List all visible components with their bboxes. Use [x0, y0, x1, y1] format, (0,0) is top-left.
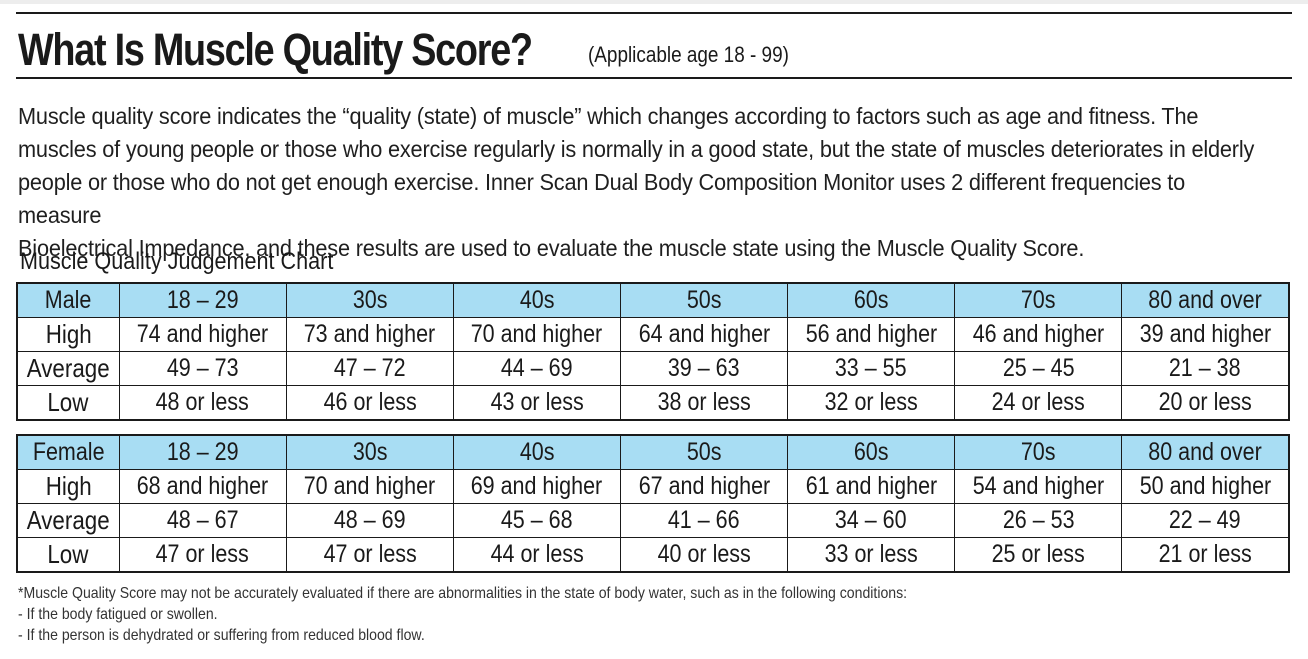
table-cell: 40 or less: [619, 537, 789, 573]
intro-line: Muscle quality score indicates the “qual…: [18, 103, 1199, 129]
intro-paragraph: Muscle quality score indicates the “qual…: [18, 100, 1265, 265]
table-cell: 68 and higher: [118, 469, 287, 504]
table-cell: 50 and higher: [1121, 469, 1291, 504]
table-cell: 39 – 63: [619, 351, 789, 386]
table-row: Average 48 – 67 48 – 69 45 – 68 41 – 66 …: [16, 503, 1291, 538]
table-cell: 73 and higher: [285, 317, 454, 352]
table-cell: 21 or less: [1121, 537, 1291, 573]
row-label: High: [16, 469, 120, 504]
age-header: 40s: [452, 282, 621, 318]
row-label: Average: [16, 351, 120, 386]
table-cell: 44 or less: [452, 537, 621, 573]
age-header: 50s: [619, 434, 789, 470]
table-cell: 22 – 49: [1121, 503, 1291, 538]
table-cell: 54 and higher: [954, 469, 1123, 504]
table-row: Low 48 or less 46 or less 43 or less 38 …: [16, 385, 1291, 421]
table-cell: 33 – 55: [787, 351, 956, 386]
table-cell: 48 – 69: [285, 503, 454, 538]
intro-line: Bioelectrical Impedance, and these resul…: [18, 235, 1085, 261]
table-row: Average 49 – 73 47 – 72 44 – 69 39 – 63 …: [16, 351, 1291, 386]
table-cell: 48 – 67: [118, 503, 287, 538]
footnote-line: - If the body fatigued or swollen.: [18, 606, 218, 623]
age-header: 70s: [954, 282, 1123, 318]
table-cell: 25 or less: [954, 537, 1123, 573]
table-cell: 47 or less: [285, 537, 454, 573]
table-cell: 64 and higher: [619, 317, 789, 352]
footnote: *Muscle Quality Score may not be accurat…: [18, 583, 1250, 646]
age-header: 30s: [285, 434, 454, 470]
row-label: Average: [16, 503, 120, 538]
row-label: Low: [16, 537, 120, 573]
age-header: 70s: [954, 434, 1123, 470]
table-cell: 45 – 68: [452, 503, 621, 538]
table-cell: 69 and higher: [452, 469, 621, 504]
table-cell: 44 – 69: [452, 351, 621, 386]
table-cell: 49 – 73: [118, 351, 287, 386]
footnote-line: *Muscle Quality Score may not be accurat…: [18, 585, 908, 602]
table-cell: 41 – 66: [619, 503, 789, 538]
age-header: 40s: [452, 434, 621, 470]
table-cell: 47 or less: [118, 537, 287, 573]
table-row: High 68 and higher 70 and higher 69 and …: [16, 469, 1291, 504]
table-cell: 33 or less: [787, 537, 956, 573]
table-header-row: Male 18 – 29 30s 40s 50s 60s 70s 80 and …: [16, 282, 1291, 318]
sex-header: Female: [16, 434, 120, 470]
title-row: What Is Muscle Quality Score? (Applicabl…: [18, 22, 1292, 78]
sex-header: Male: [16, 282, 120, 318]
age-header: 50s: [619, 282, 789, 318]
page-subtitle: (Applicable age 18 - 99): [588, 42, 789, 67]
table-cell: 25 – 45: [954, 351, 1123, 386]
age-header: 80 and over: [1121, 434, 1291, 470]
table-row: High 74 and higher 73 and higher 70 and …: [16, 317, 1291, 352]
top-strip: [0, 0, 1308, 4]
table-cell: 47 – 72: [285, 351, 454, 386]
title-rule: [16, 77, 1292, 79]
table-cell: 24 or less: [954, 385, 1123, 421]
table-cell: 20 or less: [1121, 385, 1291, 421]
table-cell: 46 or less: [285, 385, 454, 421]
table-cell: 21 – 38: [1121, 351, 1291, 386]
age-header: 60s: [787, 434, 956, 470]
intro-line: people or those who do not get enough ex…: [18, 169, 1186, 228]
table-cell: 61 and higher: [787, 469, 956, 504]
table-cell: 32 or less: [787, 385, 956, 421]
page-title: What Is Muscle Quality Score?: [18, 24, 533, 75]
row-label: High: [16, 317, 120, 352]
age-header: 18 – 29: [118, 434, 287, 470]
table-cell: 70 and higher: [285, 469, 454, 504]
table-cell: 43 or less: [452, 385, 621, 421]
table-cell: 34 – 60: [787, 503, 956, 538]
age-header: 18 – 29: [118, 282, 287, 318]
male-judgement-table: Male 18 – 29 30s 40s 50s 60s 70s 80 and …: [16, 282, 1291, 421]
table-cell: 26 – 53: [954, 503, 1123, 538]
table-cell: 48 or less: [118, 385, 287, 421]
table-cell: 70 and higher: [452, 317, 621, 352]
chart-title: Muscle Quality Judgement Chart: [20, 248, 334, 275]
age-header: 80 and over: [1121, 282, 1291, 318]
table-row: Low 47 or less 47 or less 44 or less 40 …: [16, 537, 1291, 573]
intro-line: muscles of young people or those who exe…: [18, 136, 1255, 162]
table-cell: 39 and higher: [1121, 317, 1291, 352]
table-cell: 46 and higher: [954, 317, 1123, 352]
age-header: 30s: [285, 282, 454, 318]
table-header-row: Female 18 – 29 30s 40s 50s 60s 70s 80 an…: [16, 434, 1291, 470]
table-cell: 56 and higher: [787, 317, 956, 352]
table-cell: 67 and higher: [619, 469, 789, 504]
footnote-line: - If the person is dehydrated or sufferi…: [18, 627, 425, 644]
table-cell: 74 and higher: [118, 317, 287, 352]
top-rule: [16, 12, 1292, 14]
row-label: Low: [16, 385, 120, 421]
age-header: 60s: [787, 282, 956, 318]
table-cell: 38 or less: [619, 385, 789, 421]
female-judgement-table: Female 18 – 29 30s 40s 50s 60s 70s 80 an…: [16, 434, 1291, 573]
